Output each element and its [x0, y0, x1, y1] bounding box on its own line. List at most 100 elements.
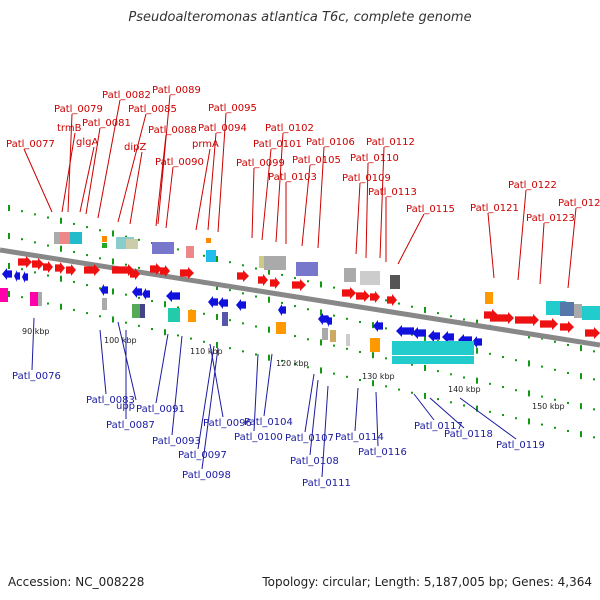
bottom-leader-line: [155, 333, 169, 404]
bottom-leader-line: [354, 387, 359, 432]
forward-gene-arrow: [130, 268, 140, 280]
tick-mark: [8, 263, 10, 269]
tick-mark: [502, 356, 504, 359]
top-gene-label: Patl_0110: [350, 153, 399, 164]
tick-mark: [229, 319, 231, 322]
forward-gene-arrow: [237, 270, 249, 282]
tick-mark: [372, 352, 374, 359]
tick-mark: [229, 261, 231, 264]
reverse-gene-arrow: [278, 304, 286, 316]
top-leader-line: [207, 132, 217, 231]
reverse-gene-arrow: [318, 313, 328, 325]
tick-mark: [567, 371, 569, 374]
tick-mark: [463, 318, 465, 321]
tick-mark: [229, 289, 231, 292]
tick-mark: [99, 315, 101, 318]
tick-mark: [476, 405, 478, 412]
tick-mark: [125, 235, 127, 238]
bottom-gene-label: Patl_0116: [358, 447, 407, 458]
tick-mark: [346, 347, 348, 350]
bottom-leader-line: [429, 397, 465, 429]
tick-mark: [268, 268, 270, 275]
top-gene-label: Patl_0124: [558, 198, 600, 209]
tick-mark: [255, 353, 257, 356]
bottom-gene-label: Patl_0091: [136, 404, 185, 415]
bottom-leader-line: [413, 393, 435, 421]
top-feature-box: [296, 262, 318, 276]
tick-mark: [242, 264, 244, 267]
top-feature-box: [582, 306, 600, 320]
tick-mark: [580, 403, 582, 410]
top-feature-box: [152, 242, 174, 254]
tick-mark: [21, 238, 23, 241]
tick-mark: [112, 316, 114, 323]
bottom-leader-line: [375, 391, 379, 447]
tick-mark: [476, 377, 478, 384]
tick-mark: [138, 324, 140, 327]
tick-mark: [281, 273, 283, 276]
forward-gene-arrow: [43, 261, 53, 273]
top-gene-label: Patl_0105: [292, 155, 341, 166]
tick-mark: [567, 401, 569, 404]
bottom-leader-line: [263, 353, 273, 417]
tick-mark: [34, 271, 36, 274]
bottom-gene-label: Patl_0076: [12, 371, 61, 382]
tick-mark: [151, 300, 153, 303]
tick-mark: [21, 296, 23, 299]
bottom-gene-label: Patl_0083: [86, 395, 135, 406]
tick-mark: [47, 302, 49, 305]
tick-mark: [242, 292, 244, 295]
tick-mark: [60, 303, 62, 310]
top-leader-line: [155, 134, 167, 227]
tick-mark: [216, 313, 218, 320]
top-gene-label: Patl_0089: [152, 85, 201, 96]
top-feature-box: [70, 232, 82, 244]
tick-mark: [216, 283, 218, 290]
top-gene-label: dipZ: [124, 142, 146, 153]
tick-mark: [580, 345, 582, 352]
bottom-gene-label: Patl_0111: [302, 478, 351, 489]
top-leader-line: [567, 207, 577, 289]
top-gene-label: Patl_0095: [208, 103, 257, 114]
tick-mark: [138, 266, 140, 269]
tick-mark: [242, 350, 244, 353]
top-leader-line: [79, 146, 95, 213]
bottom-feature-box: [276, 322, 286, 334]
tick-mark: [112, 288, 114, 295]
tick-mark: [99, 257, 101, 260]
tick-mark: [294, 363, 296, 366]
top-feature-box: [485, 292, 493, 304]
top-leader-line: [61, 132, 76, 213]
bottom-gene-label: Patl_0097: [178, 450, 227, 461]
tick-mark: [489, 352, 491, 355]
tick-mark: [307, 308, 309, 311]
scale-label: 110 kbp: [190, 347, 223, 356]
genome-backbone: [0, 247, 600, 348]
reverse-gene-arrow: [373, 320, 383, 332]
tick-mark: [593, 436, 595, 439]
forward-gene-arrow: [180, 267, 194, 279]
forward-gene-arrow: [150, 263, 162, 275]
tick-mark: [86, 226, 88, 229]
tick-mark: [73, 308, 75, 311]
tick-mark: [294, 277, 296, 280]
forward-gene-arrow: [84, 264, 100, 276]
tick-mark: [307, 366, 309, 369]
top-leader-line: [129, 151, 143, 225]
tick-mark: [567, 343, 569, 346]
tick-mark: [8, 291, 10, 297]
top-gene-label: Patl_0123: [526, 213, 575, 224]
reverse-gene-arrow: [236, 299, 246, 311]
top-feature-box: [574, 304, 582, 318]
bottom-feature-box: [102, 298, 107, 310]
bottom-gene-label: Patl_0098: [182, 470, 231, 481]
tick-mark: [255, 295, 257, 298]
genome-summary-label: Topology: circular; Length: 5,187,005 bp…: [262, 575, 592, 589]
tick-mark: [359, 320, 361, 323]
tick-mark: [541, 395, 543, 398]
forward-gene-arrow: [515, 314, 539, 326]
tick-mark: [255, 267, 257, 270]
reverse-gene-arrow: [132, 286, 142, 298]
top-leader-line: [117, 113, 147, 223]
tick-mark: [21, 268, 23, 271]
